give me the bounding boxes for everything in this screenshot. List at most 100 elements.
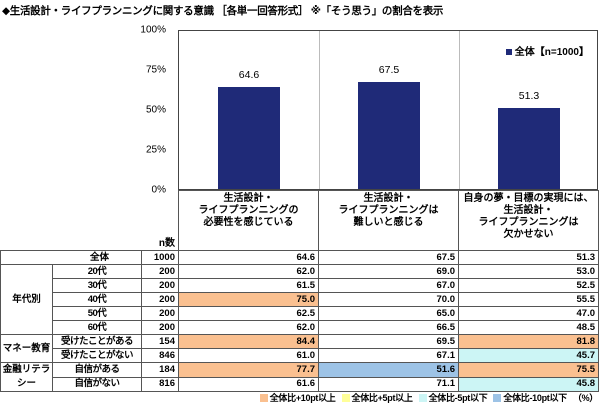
value-cell: 69.0 [318, 264, 459, 279]
legend: 全体【n=1000】 [505, 43, 589, 58]
value-cell: 75.0 [178, 292, 319, 307]
highlight-legend-item: 全体比-10pt以下 [493, 391, 567, 404]
y-tick-label: 50% [145, 104, 166, 116]
n-value: 200 [141, 306, 179, 321]
value-cell: 70.0 [318, 292, 459, 307]
table-row: 40代 200 75.0 70.0 55.5 [1, 292, 599, 307]
n-value: 200 [141, 320, 179, 335]
legend-label: 全体比+5pt以上 [351, 393, 413, 403]
table-row: 金融リテラシー 自信がある 184 77.7 51.6 75.5 [0, 362, 599, 392]
gridline [459, 31, 460, 189]
bar [498, 107, 560, 189]
table-row: マネー教育 受けたことがある 154 84.4 69.5 81.8 [0, 334, 599, 363]
n-value: 846 [141, 348, 179, 363]
y-tick-label: 0% [151, 184, 166, 196]
value-cell: 51.3 [458, 250, 599, 265]
n-value: 154 [141, 334, 179, 349]
column-header-line: 自身の夢・目標の実現には、 [463, 193, 594, 204]
highlight-legend-item: 全体比+10pt以上 [259, 391, 336, 404]
legend-label: 全体比+10pt以上 [269, 393, 336, 403]
table-row: 受けたことがない 846 61.0 67.1 45.7 [1, 348, 599, 363]
y-tick-label: 25% [145, 144, 166, 156]
row-label: 全体 [0, 250, 142, 265]
table-row: 60代 200 62.0 66.5 48.5 [1, 320, 599, 335]
row-label: 50代 [52, 306, 142, 321]
bar-data-label: 51.3 [518, 89, 540, 102]
row-label: 自信がない [52, 376, 142, 392]
n-value: 200 [141, 278, 179, 293]
value-cell: 61.0 [178, 348, 319, 363]
value-cell: 66.5 [318, 320, 459, 335]
value-cell: 62.0 [178, 320, 319, 335]
value-cell: 77.7 [178, 362, 319, 378]
column-header-line: ライフプランニングは [338, 205, 439, 216]
value-cell: 45.8 [458, 376, 599, 392]
value-cell: 64.6 [178, 250, 319, 265]
legend-swatch [341, 394, 350, 402]
n-value: 816 [141, 376, 179, 392]
gridline [319, 31, 320, 189]
value-cell: 52.5 [458, 278, 599, 293]
value-cell: 65.0 [318, 306, 459, 321]
n-header-label: n数 [158, 238, 175, 249]
value-cell: 48.5 [458, 320, 599, 335]
chart-title: ◆生活設計・ライフプランニングに関する意識 ［各単一回答形式］ ※「そう思う」の… [2, 5, 444, 17]
column-header-line: 難しいと感じる [353, 217, 424, 228]
value-cell: 47.0 [458, 306, 599, 321]
legend-swatch [259, 394, 268, 402]
row-label: 20代 [52, 264, 142, 279]
column-header: 自身の夢・目標の実現には、 生活設計・ ライフプランニングは 欠かせない [458, 190, 599, 251]
row-label: 40代 [52, 292, 142, 307]
column-header-line: 生活設計・ [503, 205, 554, 216]
bar [358, 82, 420, 189]
value-cell: 62.0 [178, 264, 319, 279]
value-cell: 69.5 [318, 334, 459, 349]
group-label: マネー教育 [0, 334, 53, 363]
n-value: 200 [141, 264, 179, 279]
column-header-line: 生活設計・ [363, 193, 414, 204]
column-header-line: 生活設計・ [223, 193, 274, 204]
column-header-line: ライフプランニングの [198, 205, 299, 216]
y-tick-label: 75% [145, 64, 166, 76]
value-cell: 75.5 [458, 362, 599, 378]
bar-data-label: 64.6 [238, 68, 260, 81]
data-table: n数 生活設計・ ライフプランニングの 必要性を感じている 生活設計・ ライフプランニング… [0, 190, 599, 392]
group-label: 金融リテラシー [0, 362, 53, 392]
highlight-legend: 全体比+10pt以上 全体比+5pt以上 全体比-5pt以下 全体比-10pt以下 （%… [259, 391, 598, 404]
n-value: 200 [141, 292, 179, 307]
value-cell: 45.7 [458, 348, 599, 363]
row-label: 60代 [52, 320, 142, 335]
row-label: 受けたことがある [52, 334, 142, 349]
legend-label: 全体比-5pt以下 [428, 393, 488, 403]
column-header: 生活設計・ ライフプランニングの 必要性を感じている [178, 190, 319, 251]
n-header: n数 [141, 190, 179, 251]
y-tick-label: 100% [140, 24, 166, 36]
column-header-line: 欠かせない [503, 229, 554, 240]
n-value: 1000 [141, 250, 179, 265]
value-cell: 61.6 [178, 376, 319, 392]
legend-label: 全体比-10pt以下 [503, 393, 567, 403]
unit-label: （%） [572, 393, 598, 403]
legend-swatch [493, 394, 502, 402]
blank-cell [0, 190, 142, 251]
value-cell: 62.5 [178, 306, 319, 321]
value-cell: 67.5 [318, 250, 459, 265]
legend-swatch [505, 49, 512, 55]
value-cell: 53.0 [458, 264, 599, 279]
bar-data-label: 67.5 [378, 64, 400, 77]
value-cell: 51.6 [318, 362, 459, 378]
highlight-legend-item: 全体比-5pt以下 [418, 391, 488, 404]
legend-label: 全体【n=1000】 [514, 47, 589, 58]
n-value: 184 [141, 362, 179, 378]
row-label: 自信がある [52, 362, 142, 378]
value-cell: 81.8 [458, 334, 599, 349]
value-cell: 61.5 [178, 278, 319, 293]
value-cell: 84.4 [178, 334, 319, 349]
value-cell: 67.0 [318, 278, 459, 293]
highlight-legend-item: 全体比+5pt以上 [341, 391, 413, 404]
row-label: 30代 [52, 278, 142, 293]
value-cell: 67.1 [318, 348, 459, 363]
plot-area: 全体【n=1000】 64.6 67.5 51.3 [178, 30, 598, 190]
table-row: 自信がない 816 61.6 71.1 45.8 [1, 376, 599, 392]
table-row: 50代 200 62.5 65.0 47.0 [1, 306, 599, 321]
